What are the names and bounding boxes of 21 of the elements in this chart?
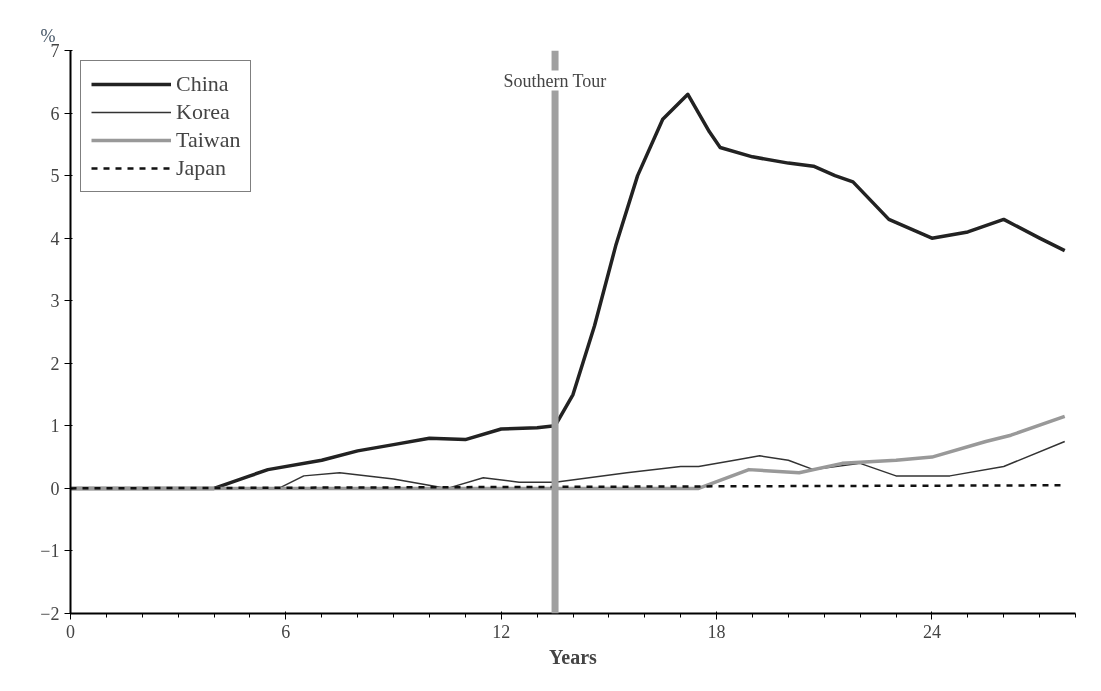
y-tick-label: 1 bbox=[50, 416, 60, 437]
ref-line-label: Southern Tour bbox=[503, 70, 607, 91]
y-tick-label: 4 bbox=[50, 228, 60, 249]
x-axis-title: Years bbox=[549, 645, 598, 668]
y-tick-label: −1 bbox=[40, 541, 60, 562]
y-tick-label: 0 bbox=[50, 478, 60, 499]
x-tick-label: 18 bbox=[707, 621, 726, 642]
legend-label: Taiwan bbox=[176, 127, 241, 153]
y-tick-label: 5 bbox=[50, 166, 60, 187]
x-tick-label: 6 bbox=[281, 621, 291, 642]
x-tick-label: 0 bbox=[66, 621, 75, 642]
y-tick-label: 6 bbox=[50, 103, 60, 124]
y-tick-label: 3 bbox=[50, 291, 60, 312]
legend-label: China bbox=[176, 71, 229, 97]
y-tick-label: 2 bbox=[50, 353, 60, 374]
y-tick-label: −2 bbox=[40, 604, 60, 624]
x-tick-label: 24 bbox=[922, 621, 941, 642]
x-tick-label: 12 bbox=[492, 621, 511, 642]
legend-label: Korea bbox=[176, 99, 230, 125]
y-tick-label: 7 bbox=[50, 41, 60, 61]
legend-label: Japan bbox=[176, 155, 227, 181]
